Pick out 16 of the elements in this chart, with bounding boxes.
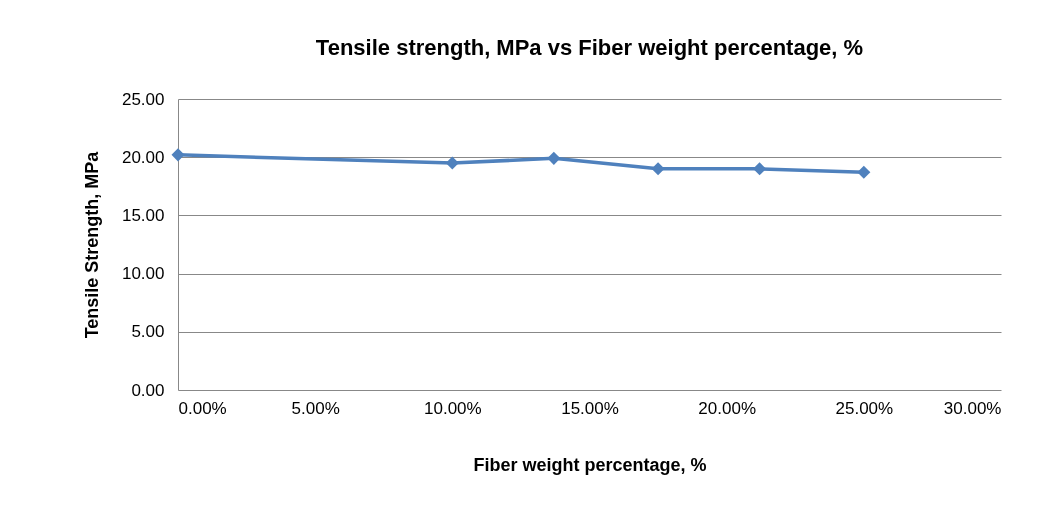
x-tick-label: 30.00% xyxy=(943,398,1002,418)
x-tick-label: 20.00% xyxy=(698,398,756,418)
y-tick-label: 10.00 xyxy=(121,264,165,284)
y-tick-label: 15.00 xyxy=(121,205,165,225)
y-axis-title: Tensile Strength, MPa xyxy=(81,150,102,339)
x-tick-label: 5.00% xyxy=(291,398,340,418)
chart-title: Tensile strength, MPa vs Fiber weight percentage, % xyxy=(315,35,864,60)
y-tick-label: 5.00 xyxy=(131,322,165,342)
x-tick-label: 0.00% xyxy=(178,398,227,418)
x-tick-label: 15.00% xyxy=(561,398,619,418)
y-tick-label: 25.00 xyxy=(121,89,165,109)
y-tick-label: 20.00 xyxy=(121,147,165,167)
x-axis-title: Fiber weight percentage, % xyxy=(473,454,707,475)
y-tick-label: 0.00 xyxy=(131,380,165,400)
x-tick-label: 10.00% xyxy=(424,398,482,418)
x-tick-label: 25.00% xyxy=(835,398,894,418)
